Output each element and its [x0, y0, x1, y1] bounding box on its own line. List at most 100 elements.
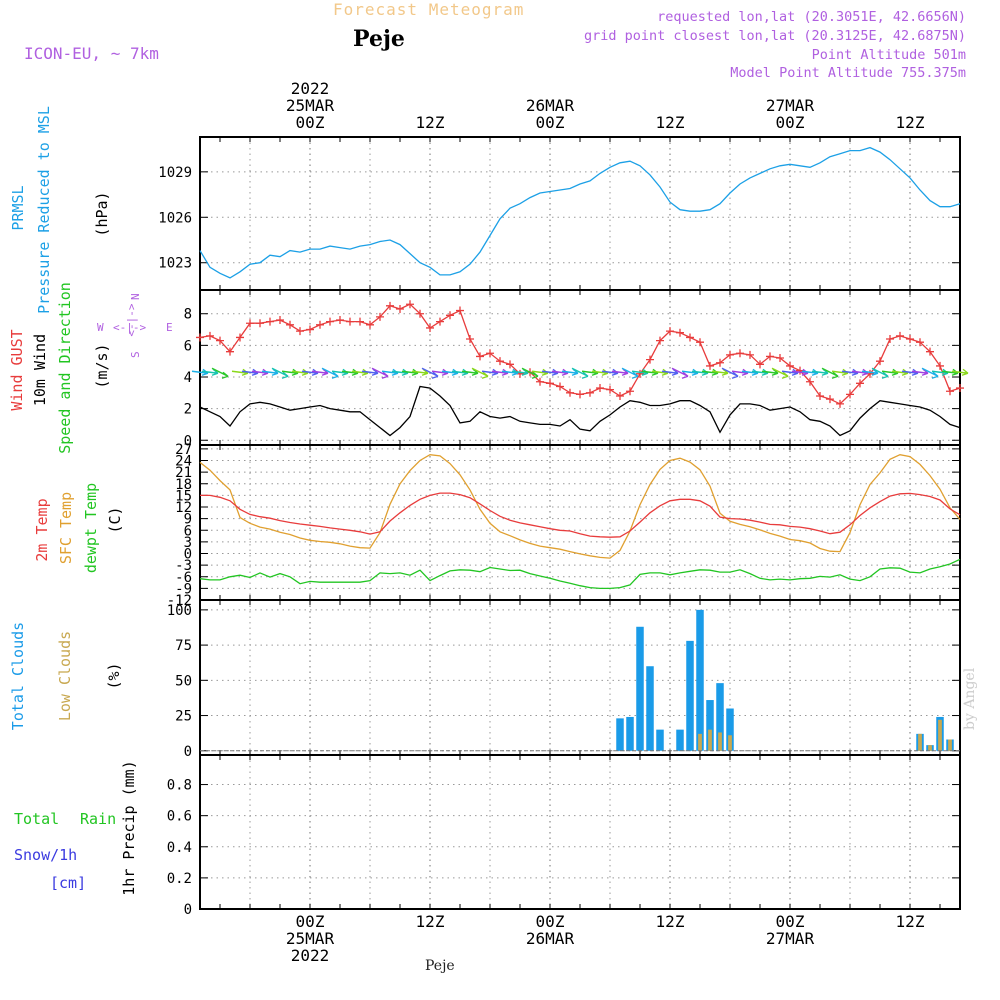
series-sfc-temp-line [199, 454, 961, 559]
total-clouds-bar [616, 718, 624, 751]
total-clouds-bar [706, 700, 714, 751]
gust-marker [256, 319, 264, 328]
compass-ns-arrow: <-|-> [125, 303, 138, 336]
gust-marker [656, 336, 664, 345]
gust-marker [816, 391, 824, 400]
low-clouds-bar [728, 735, 732, 751]
gust-marker [226, 347, 234, 356]
gust-marker [426, 323, 434, 332]
gust-marker [456, 306, 464, 315]
gust-marker [876, 357, 884, 366]
label-dewpt-temp: dewpt Temp [82, 483, 100, 573]
gust-marker [206, 331, 214, 340]
gust-marker [476, 352, 484, 361]
low-clouds-bar [948, 739, 952, 751]
gust-marker [306, 325, 314, 334]
gust-marker [706, 361, 714, 370]
point-altitude: Point Altitude 501m [811, 47, 966, 63]
low-clouds-bar [928, 745, 932, 751]
compass-south: S [129, 351, 142, 358]
gust-marker [836, 399, 844, 408]
low-clouds-bar [918, 733, 922, 751]
total-clouds-bar [646, 666, 654, 751]
panel-frame [199, 136, 961, 291]
wind-arrow [521, 367, 539, 379]
gust-marker [786, 361, 794, 370]
label-hpa: (hPa) [93, 191, 111, 236]
gust-marker [846, 390, 854, 399]
series-2m-temp-line [200, 492, 961, 538]
wind-arrow [321, 367, 339, 379]
y-tick-label: 0 [184, 902, 192, 918]
bottom-time-label: 27MAR [766, 929, 815, 948]
label-prmsl: PRMSL [9, 185, 27, 230]
y-tick-label: 8 [184, 307, 192, 323]
wind-arrow [821, 367, 839, 379]
gust-marker [726, 350, 734, 359]
grid-coords: grid point closest lon,lat (20.3125E, 42… [583, 28, 966, 44]
label-snow: Snow/1h [14, 846, 77, 864]
low-clouds-bar [718, 732, 722, 751]
panel-clouds: 0 25 50 75 100 [167, 599, 961, 760]
gust-marker [446, 311, 454, 320]
y-tick-label: -6 [175, 570, 192, 586]
gust-marker [806, 377, 814, 386]
gust-marker [716, 358, 724, 367]
y-tick-label: 6 [184, 338, 192, 354]
top-time-label: 12Z [656, 113, 685, 132]
gust-marker [676, 328, 684, 337]
panel-frame [199, 754, 961, 910]
y-tick-label: -3 [175, 558, 192, 574]
gust-marker [356, 317, 364, 326]
gust-marker [556, 382, 564, 391]
gust-marker [896, 331, 904, 340]
gust-marker [746, 350, 754, 359]
y-tick-label: 4 [184, 370, 192, 386]
y-tick-label: 2 [184, 402, 192, 418]
low-clouds-bar [698, 733, 702, 751]
label-percent: (%) [105, 662, 123, 689]
bottom-time-label: 2022 [291, 946, 330, 965]
gust-marker [236, 333, 244, 342]
gust-marker [906, 335, 914, 344]
gust-marker [606, 385, 614, 394]
series-prmsl-line [199, 146, 961, 279]
series-gust-line [199, 303, 961, 405]
label-pressure-msl: Pressure Reduced to MSL [35, 106, 53, 314]
wind-arrow [571, 367, 589, 379]
gust-marker [776, 354, 784, 363]
gust-marker [246, 319, 254, 328]
model-label: ICON-EU, ~ 7km [24, 44, 159, 63]
gust-marker [506, 360, 514, 369]
label-celsius: (C) [106, 506, 124, 533]
bottom-time-label: 00Z [536, 912, 565, 931]
total-clouds-bar [656, 729, 664, 751]
label-sfc-temp: SFC Temp [57, 492, 75, 564]
wind-arrow [951, 368, 969, 376]
y-tick-label: 6 [184, 523, 192, 539]
panel-precip: 0 0.2 0.4 0.6 0.8 [167, 754, 961, 918]
y-tick-label: 0.6 [167, 809, 192, 825]
gust-marker [596, 384, 604, 393]
gust-marker [466, 335, 474, 344]
meteogram-title: Forecast Meteogram [333, 0, 525, 19]
low-clouds-bar [938, 719, 942, 751]
wind-arrow [921, 367, 939, 379]
compass-east: E [166, 321, 173, 334]
gust-marker [386, 301, 394, 310]
label-wind-gust: Wind GUST [8, 329, 26, 410]
gust-marker [636, 369, 644, 378]
top-time-label: 12Z [896, 113, 925, 132]
y-tick-label: 0 [184, 433, 192, 449]
gust-marker [216, 336, 224, 345]
y-tick-label: 27 [175, 442, 192, 458]
y-tick-label: 3 [184, 535, 192, 551]
wind-arrow [771, 367, 789, 379]
gust-marker [376, 312, 384, 321]
gust-marker [546, 379, 554, 388]
series-dewpt-line [199, 558, 961, 590]
bottom-time-label: 00Z [776, 912, 805, 931]
y-tick-label: 1029 [158, 165, 192, 181]
